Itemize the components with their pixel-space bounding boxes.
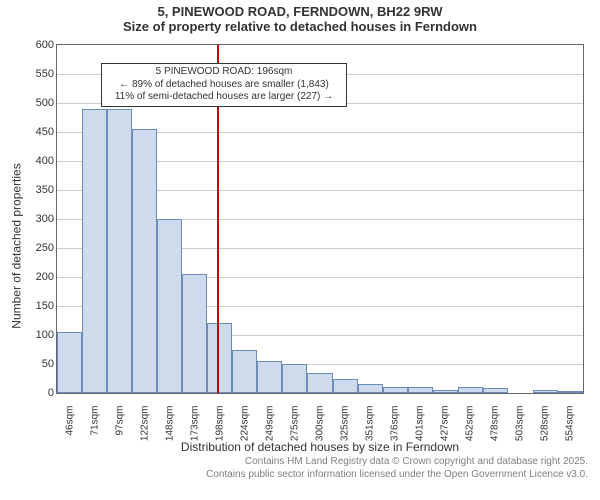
histogram-bar xyxy=(107,109,132,393)
x-tick-label: 275sqm xyxy=(289,406,300,456)
y-tick-label: 250 xyxy=(14,242,54,254)
histogram-bar xyxy=(558,391,583,393)
histogram-bar xyxy=(433,390,458,393)
histogram-bar xyxy=(207,323,232,393)
chart-title-line2: Size of property relative to detached ho… xyxy=(0,19,600,36)
x-tick-label: 528sqm xyxy=(540,406,551,456)
x-tick-label: 249sqm xyxy=(264,406,275,456)
x-tick-label: 325sqm xyxy=(340,406,351,456)
histogram-bar xyxy=(182,274,207,393)
y-tick-label: 0 xyxy=(14,387,54,399)
x-tick-label: 503sqm xyxy=(515,406,526,456)
x-tick-label: 478sqm xyxy=(490,406,501,456)
footer-attribution: Contains HM Land Registry data © Crown c… xyxy=(0,456,600,481)
histogram-bar xyxy=(82,109,107,393)
histogram-bar xyxy=(57,332,82,393)
chart-title-line1: 5, PINEWOOD ROAD, FERNDOWN, BH22 9RW xyxy=(0,0,600,19)
annotation-box: 5 PINEWOOD ROAD: 196sqm ← 89% of detache… xyxy=(101,63,347,107)
y-tick-label: 450 xyxy=(14,126,54,138)
histogram-bar xyxy=(132,129,157,393)
histogram-bar xyxy=(282,364,307,393)
x-tick-label: 300sqm xyxy=(315,406,326,456)
histogram-bar xyxy=(358,384,383,393)
y-tick-label: 400 xyxy=(14,155,54,167)
histogram-bar xyxy=(458,387,483,393)
annotation-line3: 11% of semi-detached houses are larger (… xyxy=(106,91,342,104)
histogram-bar xyxy=(408,387,433,393)
histogram-bar xyxy=(383,387,408,393)
histogram-bar xyxy=(232,350,257,394)
x-tick-label: 427sqm xyxy=(440,406,451,456)
x-tick-label: 401sqm xyxy=(415,406,426,456)
annotation-line2: ← 89% of detached houses are smaller (1,… xyxy=(106,79,342,92)
x-tick-label: 173sqm xyxy=(189,406,200,456)
histogram-bar xyxy=(483,388,508,393)
histogram-bar xyxy=(533,390,558,393)
annotation-line1: 5 PINEWOOD ROAD: 196sqm xyxy=(106,66,342,79)
histogram-bar xyxy=(157,219,182,393)
x-tick-label: 452sqm xyxy=(465,406,476,456)
x-tick-label: 122sqm xyxy=(139,406,150,456)
plot-area: 5 PINEWOOD ROAD: 196sqm ← 89% of detache… xyxy=(56,44,584,394)
x-tick-label: 148sqm xyxy=(164,406,175,456)
y-tick-label: 50 xyxy=(14,358,54,370)
y-tick-label: 350 xyxy=(14,184,54,196)
x-tick-label: 376sqm xyxy=(390,406,401,456)
x-tick-label: 224sqm xyxy=(239,406,250,456)
chart-container: Number of detached properties 5 PINEWOOD… xyxy=(0,36,600,456)
y-tick-label: 500 xyxy=(14,97,54,109)
x-tick-label: 71sqm xyxy=(89,406,100,456)
y-tick-label: 600 xyxy=(14,39,54,51)
histogram-bar xyxy=(257,361,282,393)
x-tick-label: 351sqm xyxy=(365,406,376,456)
x-tick-label: 46sqm xyxy=(64,406,75,456)
y-tick-label: 200 xyxy=(14,271,54,283)
footer-line2: Contains public sector information licen… xyxy=(0,469,588,482)
y-tick-label: 100 xyxy=(14,329,54,341)
x-tick-label: 554sqm xyxy=(565,406,576,456)
histogram-bar xyxy=(307,373,332,393)
y-tick-label: 150 xyxy=(14,300,54,312)
y-tick-label: 300 xyxy=(14,213,54,225)
x-tick-label: 97sqm xyxy=(114,406,125,456)
footer-line1: Contains HM Land Registry data © Crown c… xyxy=(0,456,588,469)
histogram-bar xyxy=(333,379,358,394)
x-tick-label: 198sqm xyxy=(214,406,225,456)
y-tick-label: 550 xyxy=(14,68,54,80)
